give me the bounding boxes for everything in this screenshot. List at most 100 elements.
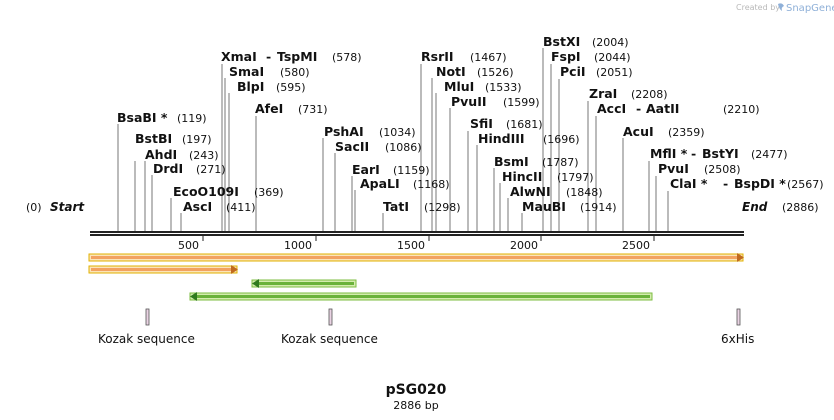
svg-text:(580): (580) [280,66,310,79]
svg-text:BsaBI *: BsaBI * [117,110,168,125]
site-label: NotI (1526) [436,64,514,79]
snapgene-brand: SnapGene [786,3,834,14]
svg-text:BsmI: BsmI [494,154,529,169]
svg-text:(2508): (2508) [704,163,741,176]
start-label: Start [50,200,85,214]
svg-text:(411): (411) [226,201,256,214]
site-label: MauBI (1914) [522,199,617,214]
site-label: PshAI (1034) [324,124,416,139]
svg-text:(1034): (1034) [379,126,416,139]
site-label: EcoO109I (369) [173,184,284,199]
svg-text:AcuI: AcuI [623,124,654,139]
svg-text:AhdI: AhdI [145,147,177,162]
green-feature-arrow [189,292,653,301]
site-label: BlpI (595) [237,79,306,94]
sequence-backbone [90,231,744,236]
svg-text:(2210): (2210) [723,103,760,116]
svg-text:AlwNI: AlwNI [510,184,551,199]
site-label: BstXI (2004) [543,34,629,49]
svg-text:(197): (197) [182,133,212,146]
end-position: (2886) [782,201,819,214]
svg-text:-: - [691,146,696,161]
kozak-marker [145,308,150,326]
green-feature-arrow [251,279,357,288]
his-tag-marker [736,308,741,326]
svg-text:(2004): (2004) [592,36,629,49]
site-label: HincII (1797) [502,169,594,184]
svg-text:(731): (731) [298,103,328,116]
site-label: AfeI (731) [255,101,328,116]
svg-text:PciI: PciI [560,64,586,79]
svg-text:TatI: TatI [383,199,409,214]
svg-text:DrdI: DrdI [153,161,183,176]
svg-text:(1533): (1533) [485,81,522,94]
svg-text:(369): (369) [254,186,284,199]
site-label: BsaBI * (119) [117,110,207,125]
svg-text:MluI: MluI [444,79,474,94]
site-leader-lines [117,48,669,232]
svg-text:AscI: AscI [183,199,212,214]
site-label: SmaI (580) [229,64,310,79]
svg-text:(1298): (1298) [424,201,461,214]
svg-text:SmaI: SmaI [229,64,264,79]
orf-arrow [88,253,744,262]
svg-text:SacII: SacII [335,139,369,154]
feature-label: Kozak sequence [98,332,195,346]
svg-text:MauBI: MauBI [522,199,566,214]
svg-text:(271): (271) [196,163,226,176]
created-by-text: Created by [736,3,780,12]
site-label: PvuII (1599) [451,94,540,109]
svg-text:(1526): (1526) [477,66,514,79]
svg-text:ZraI: ZraI [589,86,617,101]
svg-text:PvuII: PvuII [451,94,487,109]
svg-text:FspI: FspI [551,49,581,64]
svg-text:(2477): (2477) [751,148,788,161]
svg-text:BlpI: BlpI [237,79,264,94]
svg-text:(1797): (1797) [557,171,594,184]
svg-text:BstXI: BstXI [543,34,580,49]
svg-text:SfiI: SfiI [470,116,493,131]
svg-text:HindIII: HindIII [478,131,525,146]
site-label: PvuI (2508) [658,161,741,176]
svg-text:NotI: NotI [436,64,466,79]
site-label: HindIII (1696) [478,131,580,146]
svg-text:AccI: AccI [597,101,626,116]
site-label: XmaI - TspMI (578) [221,49,362,64]
svg-text:(1681): (1681) [506,118,543,131]
svg-text:(1159): (1159) [393,164,430,177]
svg-text:(1168): (1168) [413,178,450,191]
site-label: BsmI (1787) [494,154,579,169]
svg-text:ClaI *: ClaI * [670,176,708,191]
svg-text:(2044): (2044) [594,51,631,64]
svg-text:(2051): (2051) [596,66,633,79]
plasmid-length: 2886 bp [393,399,438,412]
svg-text:AfeI: AfeI [255,101,283,116]
site-label: SfiI (1681) [470,116,543,131]
svg-text:(1599): (1599) [503,96,540,109]
feature-label: Kozak sequence [281,332,378,346]
site-label: EarI (1159) [352,162,430,177]
svg-text:(2359): (2359) [668,126,705,139]
svg-text:(595): (595) [276,81,306,94]
svg-text:-: - [636,101,641,116]
site-label: MflI * - BstYI (2477) [650,146,788,161]
site-label: AhdI (243) [145,147,219,162]
ruler-label: 2500 [622,239,650,252]
svg-text:(1467): (1467) [470,51,507,64]
svg-text:PvuI: PvuI [658,161,689,176]
svg-text:RsrII: RsrII [421,49,454,64]
svg-text:XmaI: XmaI [221,49,257,64]
feature-label: 6xHis [721,332,754,346]
svg-text:BstBI: BstBI [135,131,172,146]
site-label: ClaI * - BspDI * (2567) [670,176,824,191]
svg-text:HincII: HincII [502,169,542,184]
ruler-label: 1000 [284,239,312,252]
start-position: (0) [26,201,42,214]
site-label: SacII (1086) [335,139,422,154]
ruler-label: 2000 [510,239,538,252]
svg-text:(1696): (1696) [543,133,580,146]
site-label: DrdI (271) [153,161,226,176]
svg-text:(1848): (1848) [566,186,603,199]
svg-text:(1787): (1787) [542,156,579,169]
